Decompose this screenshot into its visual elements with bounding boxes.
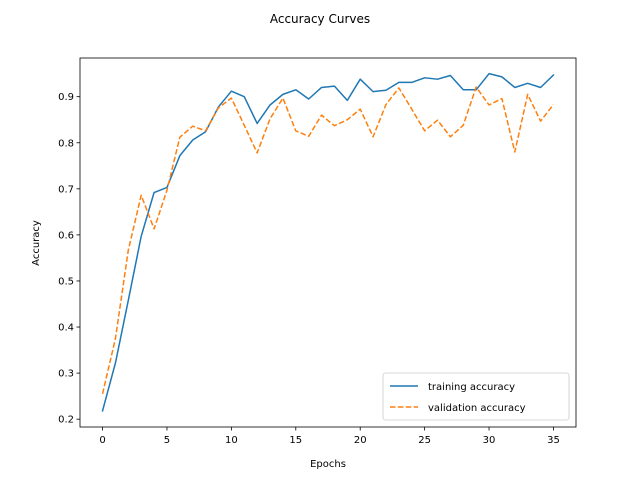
y-tick-label: 0.2 [58, 415, 74, 426]
legend-label-validation-accuracy: validation accuracy [428, 403, 526, 414]
x-tick-label: 25 [418, 435, 431, 446]
series-line-training-accuracy [101, 72, 555, 412]
legend: training accuracy validation accuracy [382, 372, 570, 421]
y-tick-label: 0.6 [58, 230, 74, 241]
axes-frame [79, 57, 577, 428]
y-tick-label: 0.9 [58, 92, 74, 103]
y-tick-label: 0.4 [58, 323, 74, 334]
y-axis-label: Accuracy [31, 220, 42, 266]
y-tick-label: 0.8 [58, 138, 74, 149]
x-axis-label: Epochs [310, 459, 346, 470]
y-tick-label: 0.3 [58, 369, 74, 380]
y-tick-label: 0.7 [58, 184, 74, 195]
x-tick-label: 20 [354, 435, 367, 446]
legend-box [382, 372, 570, 421]
y-tick-label: 0.5 [58, 276, 74, 287]
x-tick-label: 10 [225, 435, 238, 446]
x-tick-label: 0 [99, 435, 105, 446]
plot-area: 0 5 10 15 20 25 30 35 0.2 0.3 0.4 0.5 0.6 0.7 0.8 0.9 [58, 57, 577, 446]
x-tick-label: 30 [483, 435, 496, 446]
x-tick-label: 15 [289, 435, 302, 446]
x-tick-label: 35 [547, 435, 560, 446]
series-line-validation-accuracy [101, 86, 555, 395]
x-tick-label: 5 [164, 435, 170, 446]
chart-title: Accuracy Curves [270, 12, 370, 26]
legend-label-training-accuracy: training accuracy [428, 382, 515, 393]
